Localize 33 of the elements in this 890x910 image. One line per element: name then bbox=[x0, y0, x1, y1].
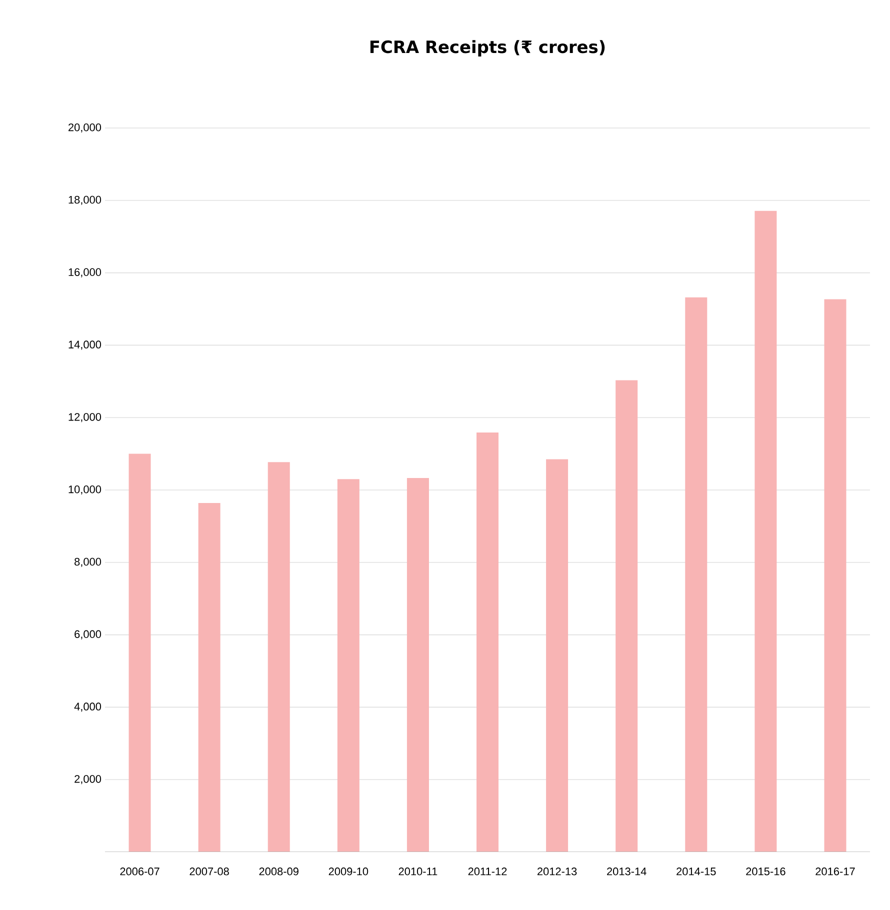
x-tick-label: 2008-09 bbox=[259, 868, 298, 876]
x-tick-label: 2006-07 bbox=[120, 868, 160, 876]
x-tick-label: 2009-10 bbox=[328, 868, 368, 876]
y-tick-label: 14,000 bbox=[68, 340, 102, 350]
bar bbox=[754, 210, 777, 852]
y-tick-label: 16,000 bbox=[68, 268, 102, 278]
bar bbox=[198, 503, 220, 852]
y-tick-label: 18,000 bbox=[68, 196, 102, 205]
y-tick-label: 2,000 bbox=[74, 775, 102, 784]
y-tick-label: 12,000 bbox=[68, 413, 102, 422]
bar bbox=[337, 479, 360, 852]
y-tick-label: 8,000 bbox=[74, 558, 102, 567]
chart-title: FCRA Receipts (₹ crores) bbox=[370, 40, 605, 56]
x-tick-label: 2007-08 bbox=[190, 868, 229, 876]
y-tick-label: 4,000 bbox=[74, 702, 102, 712]
y-tick-label: 20,000 bbox=[68, 123, 102, 133]
x-tick-label: 2014-15 bbox=[676, 868, 716, 876]
bar bbox=[546, 459, 568, 852]
y-tick-label: 6,000 bbox=[74, 630, 102, 640]
bar bbox=[268, 462, 290, 852]
bar bbox=[685, 297, 708, 852]
x-tick-label: 2012-13 bbox=[537, 868, 577, 876]
bar bbox=[406, 478, 429, 852]
x-tick-label: 2010-11 bbox=[398, 868, 438, 876]
x-tick-label: 2013-14 bbox=[607, 868, 646, 876]
x-tick-label: 2016-17 bbox=[816, 868, 855, 876]
x-tick-label: 2015-16 bbox=[746, 868, 786, 876]
bar bbox=[128, 454, 151, 852]
x-tick-label: 2011-12 bbox=[468, 868, 507, 876]
bar bbox=[616, 380, 638, 852]
bar bbox=[824, 299, 846, 852]
bar bbox=[476, 432, 499, 852]
y-tick-label: 10,000 bbox=[68, 485, 102, 495]
